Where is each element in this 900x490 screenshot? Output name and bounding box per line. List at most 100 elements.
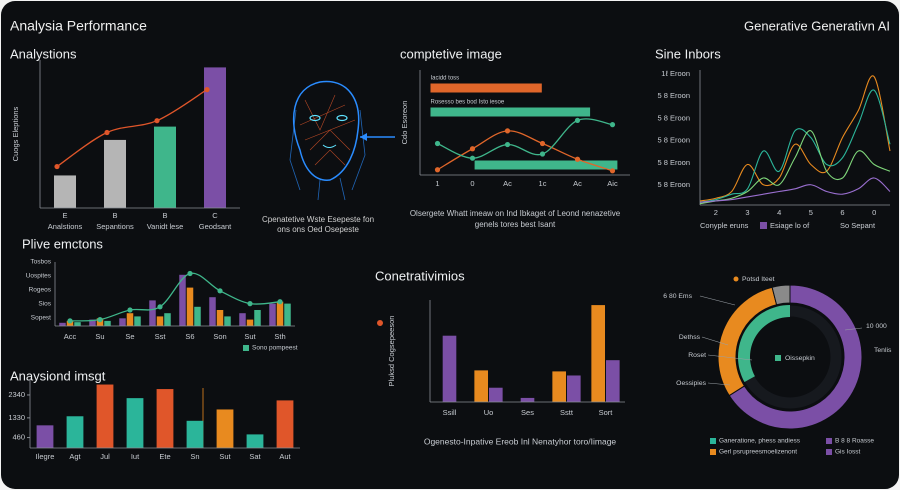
donut-label: Oissepkin [785, 355, 815, 362]
bar [489, 387, 503, 402]
leader-line [844, 327, 863, 331]
x-tick-label: Ssill [443, 408, 457, 417]
x-tick-label: Vanidt lese [147, 222, 184, 231]
line [699, 130, 891, 205]
bar [74, 322, 81, 326]
line-point [127, 307, 133, 313]
donut-label: Roset [688, 352, 706, 359]
bar [269, 303, 276, 326]
bar [246, 319, 254, 326]
label-swatch [775, 355, 781, 361]
line [699, 177, 891, 203]
bar [54, 175, 76, 208]
line-point [247, 301, 253, 307]
donut-slice [771, 284, 791, 306]
legend-swatch [710, 438, 716, 444]
x-tick-code: C [212, 211, 218, 220]
y-tick-label: 1330 [8, 413, 25, 422]
panel-title: Conetrativimios [375, 268, 465, 283]
y-tick-label: 5 8 Eroon [657, 180, 690, 189]
bar [59, 322, 66, 326]
bar [552, 371, 566, 402]
x-tick-label: 1 [435, 179, 439, 188]
donut-slice [728, 284, 863, 430]
line [699, 75, 891, 202]
bar [134, 316, 141, 326]
line-point [574, 156, 581, 162]
line [56, 89, 208, 168]
bar [606, 360, 620, 402]
line-point [469, 146, 476, 152]
line-point [67, 318, 73, 324]
line-point [154, 118, 160, 124]
x-tick-label: Ses [521, 408, 534, 417]
x-tick-label: Sat [249, 452, 261, 461]
x-tick-label: 1c [539, 179, 547, 188]
bar [209, 297, 216, 326]
x-tick-label: Ete [159, 452, 170, 461]
bar [276, 400, 294, 448]
line-point [574, 117, 581, 123]
x-tick-label: 4 [777, 208, 781, 217]
donut-label: Tenlis [874, 347, 892, 354]
panel-title: comptetive image [400, 46, 502, 61]
legend-label: Gerl psrupreesmoelizenont [719, 449, 797, 456]
chart-caption: genels tores best Isant [475, 220, 556, 229]
inner-ring [738, 305, 790, 383]
x-tick-label: Analstions [48, 222, 83, 231]
bar [119, 318, 126, 326]
x-tick-label: Ilegre [36, 452, 55, 461]
legend-label: Ganeratione, phess andiess [719, 438, 801, 445]
line-point [277, 299, 283, 305]
y-tick-label: Sopest [31, 315, 51, 322]
y-tick-label: Uospites [26, 273, 52, 280]
y-axis-label: Cuogs Eleptions [11, 106, 20, 161]
y-tick-label: Sios [38, 301, 51, 308]
bar [520, 397, 535, 402]
x-tick-label: Se [125, 332, 134, 341]
line-point [187, 270, 193, 277]
face-image [289, 80, 395, 201]
line-point [504, 128, 511, 134]
legend-label: Sono pompeest [252, 345, 298, 352]
image-caption: ons ons Oed Osepeste [277, 225, 359, 234]
legend-label: So Sepant [840, 221, 876, 230]
bar [66, 416, 84, 448]
line-point [204, 87, 210, 93]
legend-swatch [243, 345, 249, 351]
bar [104, 320, 111, 326]
legend-label: Esiage lo of [770, 221, 810, 230]
x-tick-label: Aic [607, 179, 618, 188]
bar [474, 370, 488, 402]
line [437, 118, 613, 159]
x-tick-code: E [62, 211, 67, 220]
bar [154, 126, 176, 208]
bar [126, 313, 134, 326]
bar [104, 139, 126, 208]
x-tick-code: B [112, 211, 117, 220]
legend-swatch [826, 438, 832, 444]
legend-label: Gis Iosst [835, 449, 860, 456]
line [437, 130, 613, 172]
x-tick-label: 0 [470, 179, 474, 188]
donut-label: Oessipies [676, 380, 706, 387]
x-tick-label: 2 [714, 208, 718, 217]
bar [246, 434, 264, 448]
range-bar [474, 160, 618, 170]
x-tick-label: Sort [599, 408, 614, 417]
y-tick-label: 2340 [8, 390, 25, 399]
legend-label: Conyple eruns [700, 221, 749, 230]
bar [89, 319, 96, 326]
x-tick-label: S6 [185, 332, 194, 341]
line-point [157, 304, 163, 310]
legend-swatch [760, 222, 767, 229]
bar [216, 409, 234, 448]
panel-title: Anaysiond imsgt [10, 368, 106, 383]
leader-line [707, 382, 731, 386]
bar [36, 425, 54, 448]
bar [156, 389, 174, 448]
chart-caption: Ogenesto-Inpative Ereob Inl Nenatyhor to… [424, 436, 617, 446]
label-dot [733, 276, 739, 282]
x-tick-label: Iut [131, 452, 140, 461]
